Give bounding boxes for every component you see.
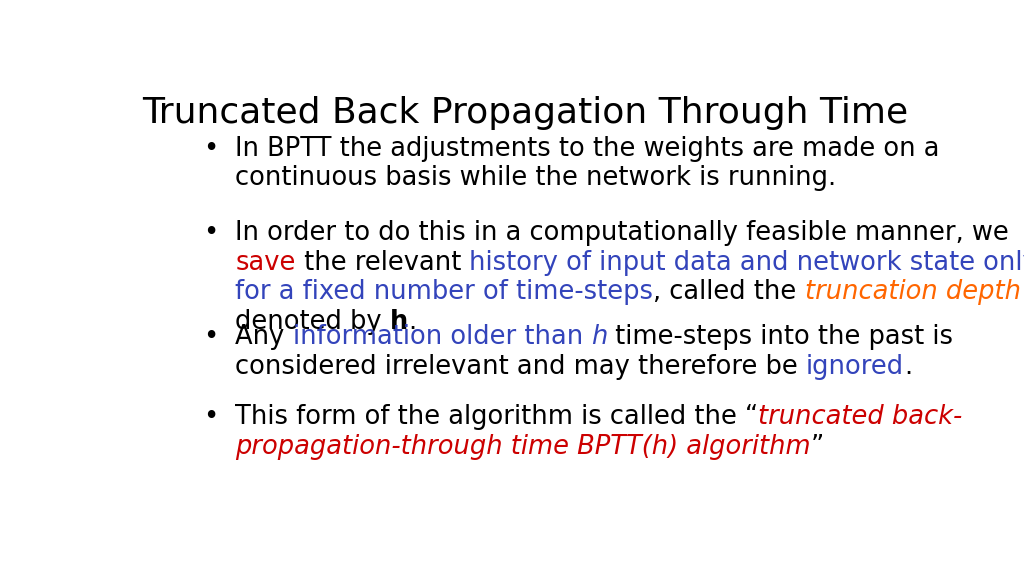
- Text: continuous basis while the network is running.: continuous basis while the network is ru…: [236, 165, 837, 191]
- Text: •: •: [204, 135, 219, 162]
- Text: •: •: [204, 404, 219, 430]
- Text: history of input data and network state: history of input data and network state: [469, 249, 975, 275]
- Text: .: .: [409, 309, 417, 335]
- Text: considered irrelevant and may therefore be: considered irrelevant and may therefore …: [236, 354, 806, 380]
- Text: only: only: [975, 249, 1024, 275]
- Text: denoted by: denoted by: [236, 309, 390, 335]
- Text: truncation depth: truncation depth: [805, 279, 1021, 305]
- Text: propagation-through time BPTT(h) algorithm: propagation-through time BPTT(h) algorit…: [236, 434, 811, 460]
- Text: save: save: [236, 249, 296, 275]
- Text: .: .: [904, 354, 912, 380]
- Text: •: •: [204, 324, 219, 350]
- Text: Truncated Back Propagation Through Time: Truncated Back Propagation Through Time: [141, 96, 908, 130]
- Text: In BPTT the adjustments to the weights are made on a: In BPTT the adjustments to the weights a…: [236, 135, 940, 162]
- Text: for a fixed number of time-steps: for a fixed number of time-steps: [236, 279, 653, 305]
- Text: ignored: ignored: [806, 354, 904, 380]
- Text: time-steps into the past is: time-steps into the past is: [607, 324, 953, 350]
- Text: •: •: [204, 220, 219, 246]
- Text: ”: ”: [811, 434, 824, 460]
- Text: , called the: , called the: [653, 279, 805, 305]
- Text: truncated back-: truncated back-: [759, 404, 963, 430]
- Text: In order to do this in a computationally feasible manner, we: In order to do this in a computationally…: [236, 220, 1009, 246]
- Text: Any: Any: [236, 324, 293, 350]
- Text: information older than: information older than: [293, 324, 591, 350]
- Text: This form of the algorithm is called the “: This form of the algorithm is called the…: [236, 404, 759, 430]
- Text: h: h: [591, 324, 607, 350]
- Text: the relevant: the relevant: [296, 249, 469, 275]
- Text: h: h: [390, 309, 409, 335]
